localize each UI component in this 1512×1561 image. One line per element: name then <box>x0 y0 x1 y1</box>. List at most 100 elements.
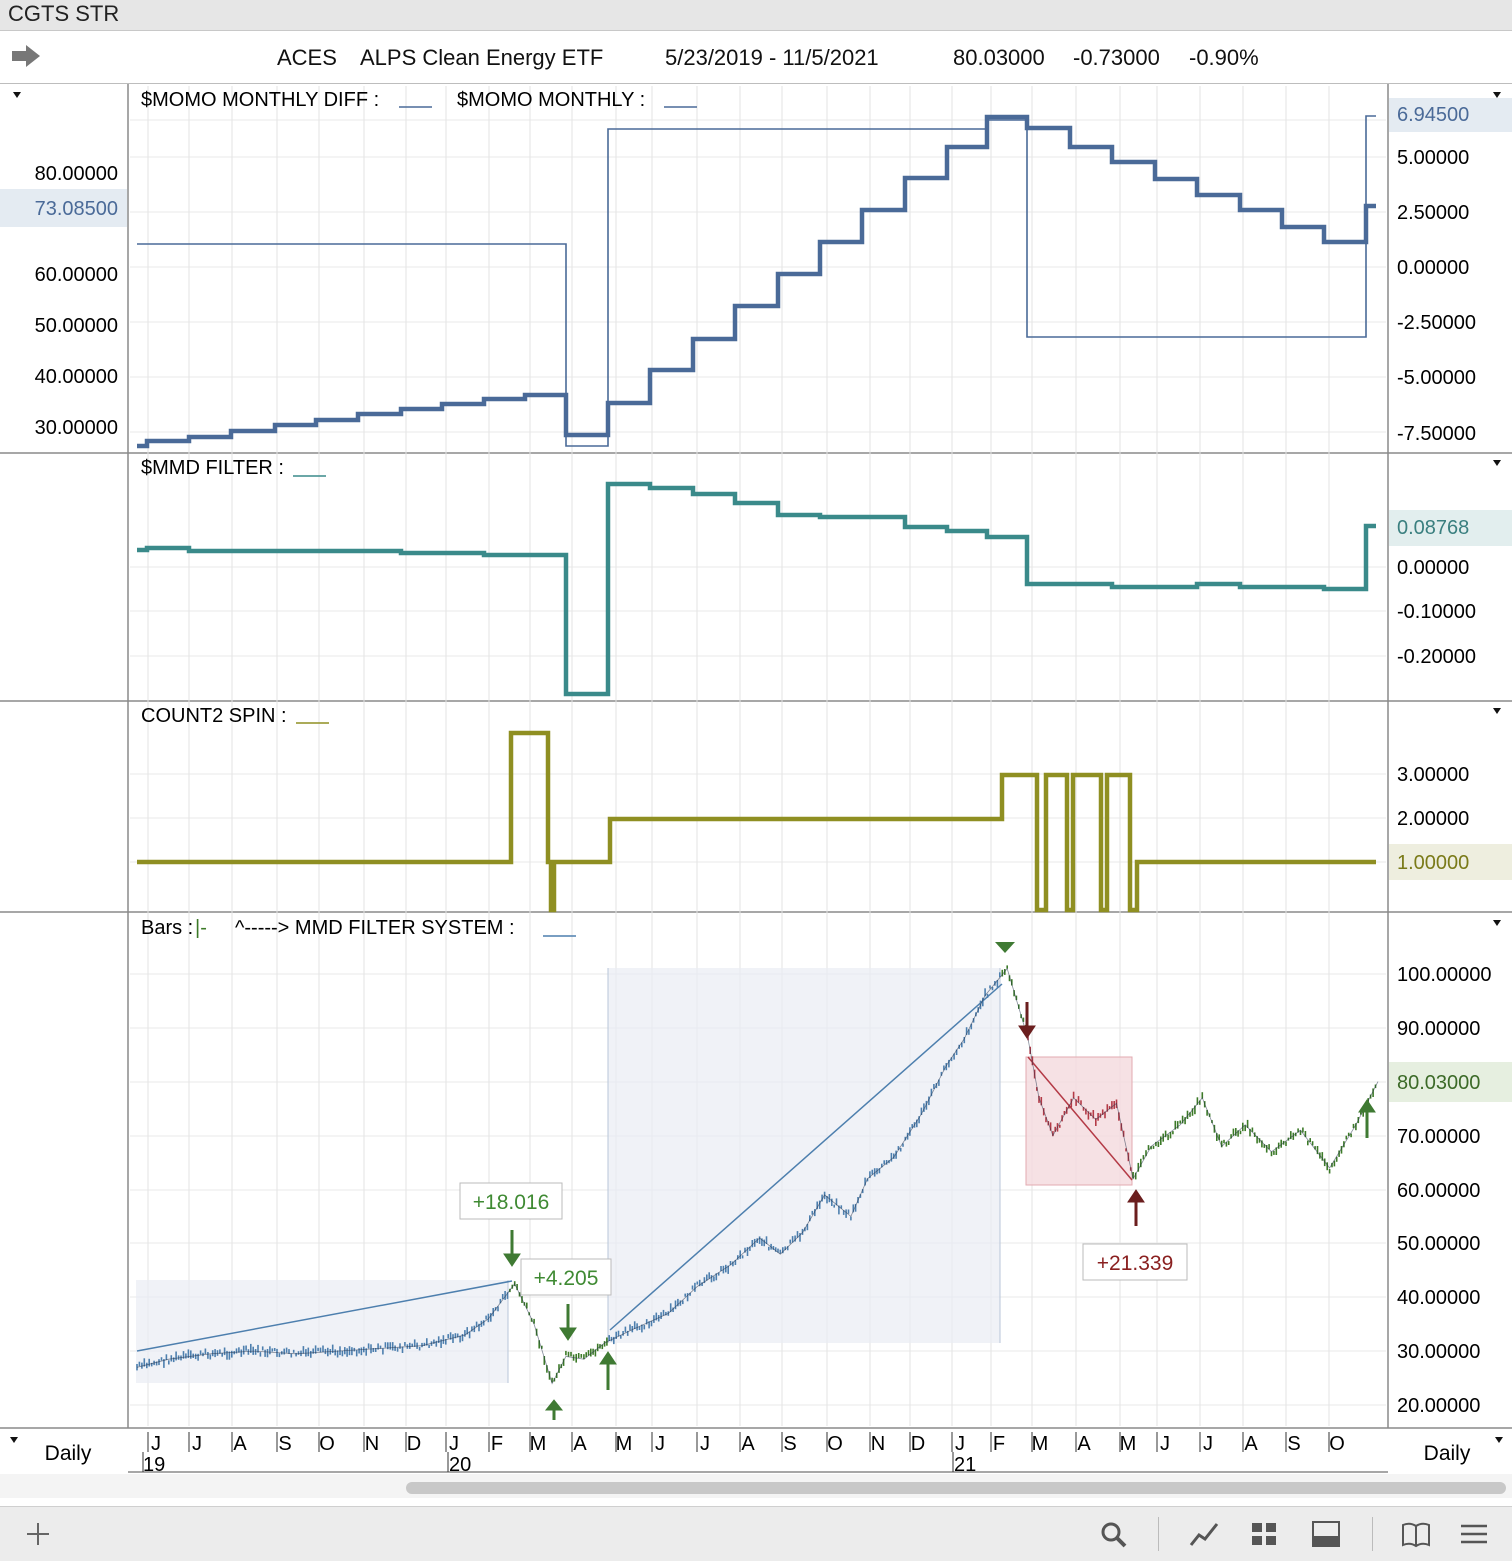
momo-monthly-label: $MOMO MONTHLY : <box>457 89 645 111</box>
chart-area[interactable]: $MOMO MONTHLY DIFF : $MOMO MONTHLY : 80.… <box>0 0 1512 1474</box>
add-icon[interactable] <box>22 1519 54 1549</box>
svg-text:19: 19 <box>143 1454 165 1474</box>
mmd-right-current-badge: 0.08768 <box>1389 510 1512 546</box>
trade-arrows <box>503 942 1376 1420</box>
svg-text:70.00000: 70.00000 <box>1397 1126 1480 1148</box>
svg-text:0.08768: 0.08768 <box>1397 517 1469 539</box>
month-label: D <box>911 1433 925 1455</box>
last-price: 80.03000 <box>953 45 1045 70</box>
count-menu-icon[interactable] <box>1493 708 1501 714</box>
svg-text:0.00000: 0.00000 <box>1397 557 1469 579</box>
trade-region-1 <box>136 1280 508 1383</box>
month-label: S <box>783 1433 796 1455</box>
price-right-current-badge: 80.03000 <box>1389 1062 1512 1102</box>
svg-text:+4.205: +4.205 <box>534 1267 599 1290</box>
month-label: D <box>407 1433 421 1455</box>
price-bars <box>136 965 1379 1385</box>
svg-text:20: 20 <box>449 1454 471 1474</box>
momo-left-current-badge: 73.08500 <box>0 189 127 227</box>
mmd-filter-line <box>137 481 1376 697</box>
svg-text:50.00000: 50.00000 <box>35 315 118 337</box>
month-label: J <box>655 1433 665 1455</box>
month-label: A <box>1077 1433 1091 1455</box>
svg-text:80.03000: 80.03000 <box>1397 1072 1480 1094</box>
svg-text:30.00000: 30.00000 <box>35 417 118 439</box>
month-label: F <box>993 1433 1005 1455</box>
horizontal-scrollbar[interactable] <box>0 1474 1512 1498</box>
momo-collapse-icon[interactable] <box>13 92 21 98</box>
price-change-pct: -0.90% <box>1189 45 1259 70</box>
count-right-current-badge: 1.00000 <box>1389 844 1512 880</box>
search-icon[interactable] <box>1098 1519 1130 1549</box>
month-label: M <box>1032 1433 1049 1455</box>
menu-icon[interactable] <box>1458 1519 1490 1549</box>
trade-label-3: +21.339 <box>1082 1243 1188 1281</box>
momo-diff-line <box>137 115 1376 447</box>
forward-arrow-icon[interactable] <box>10 43 44 69</box>
symbol-info-bar: ACES ALPS Clean Energy ETF 5/23/2019 - 1… <box>0 31 1512 84</box>
up-arrow-red-icon <box>1127 1189 1145 1226</box>
month-label: A <box>741 1433 755 1455</box>
trade-region-2 <box>608 968 1000 1343</box>
month-label: M <box>1120 1433 1137 1455</box>
down-arrow-red-icon <box>1018 1002 1036 1039</box>
month-label: A <box>1244 1433 1258 1455</box>
svg-text:2.50000: 2.50000 <box>1397 202 1469 224</box>
svg-text:-7.50000: -7.50000 <box>1397 423 1476 445</box>
month-label: M <box>616 1433 633 1455</box>
mmd-menu-icon[interactable] <box>1493 460 1501 466</box>
time-axis-years: 19 20 21 <box>142 1452 976 1474</box>
trade-label-1: +18.016 <box>459 1182 563 1220</box>
bars-label: Bars : <box>141 917 193 939</box>
timeframe-right[interactable]: Daily <box>1424 1442 1471 1465</box>
svg-text:+18.016: +18.016 <box>473 1191 550 1214</box>
month-label: J <box>955 1433 965 1455</box>
scrollbar-thumb[interactable] <box>406 1482 1506 1494</box>
mmd-label: $MMD FILTER : <box>141 457 284 479</box>
panel-layout-icon[interactable] <box>1310 1519 1342 1549</box>
month-label: O <box>827 1433 843 1455</box>
svg-text:60.00000: 60.00000 <box>1397 1180 1480 1202</box>
timeframe-left[interactable]: Daily <box>45 1442 92 1465</box>
svg-text:-0.10000: -0.10000 <box>1397 601 1476 623</box>
svg-text:20.00000: 20.00000 <box>1397 1395 1480 1417</box>
month-label: J <box>151 1433 161 1455</box>
count-right-axis: 3.00000 2.00000 <box>1397 764 1469 830</box>
timeframe-left-dropdown-icon[interactable] <box>10 1437 18 1443</box>
count-label: COUNT2 SPIN : <box>141 705 287 727</box>
month-label: F <box>491 1433 503 1455</box>
trade-region-3 <box>1025 1056 1133 1186</box>
month-label: J <box>700 1433 710 1455</box>
svg-text:100.00000: 100.00000 <box>1397 964 1492 986</box>
momo-menu-icon[interactable] <box>1493 92 1501 98</box>
svg-text:21: 21 <box>954 1454 976 1474</box>
svg-text:5.00000: 5.00000 <box>1397 147 1469 169</box>
svg-text:-5.00000: -5.00000 <box>1397 367 1476 389</box>
symbol-name: ALPS Clean Energy ETF <box>360 45 604 70</box>
timeframe-right-dropdown-icon[interactable] <box>1495 1437 1503 1443</box>
month-label: J <box>1203 1433 1213 1455</box>
grid-icon[interactable] <box>1248 1519 1280 1549</box>
price-menu-icon[interactable] <box>1493 920 1501 926</box>
price-change: -0.73000 <box>1073 45 1160 70</box>
svg-text:2.00000: 2.00000 <box>1397 808 1469 830</box>
svg-text:3.00000: 3.00000 <box>1397 764 1469 786</box>
window-title: CGTS STR <box>8 1 120 26</box>
month-label: S <box>278 1433 291 1455</box>
bars-style-glyph: |- <box>195 917 207 939</box>
book-icon[interactable] <box>1400 1519 1432 1549</box>
month-label: J <box>1160 1433 1170 1455</box>
svg-text:30.00000: 30.00000 <box>1397 1341 1480 1363</box>
up-arrow-green-1-icon <box>544 1399 564 1420</box>
month-label: O <box>1329 1433 1345 1455</box>
count-spin-line <box>137 730 1376 913</box>
down-arrow-green-2-icon <box>559 1304 577 1341</box>
chart-line-icon[interactable] <box>1188 1519 1220 1549</box>
trade-line-2 <box>609 983 1003 1331</box>
month-label: N <box>871 1433 885 1455</box>
window-titlebar: CGTS STR <box>0 0 1512 31</box>
trade-label-2: +4.205 <box>520 1258 612 1296</box>
month-label: J <box>449 1433 459 1455</box>
svg-text:40.00000: 40.00000 <box>35 366 118 388</box>
